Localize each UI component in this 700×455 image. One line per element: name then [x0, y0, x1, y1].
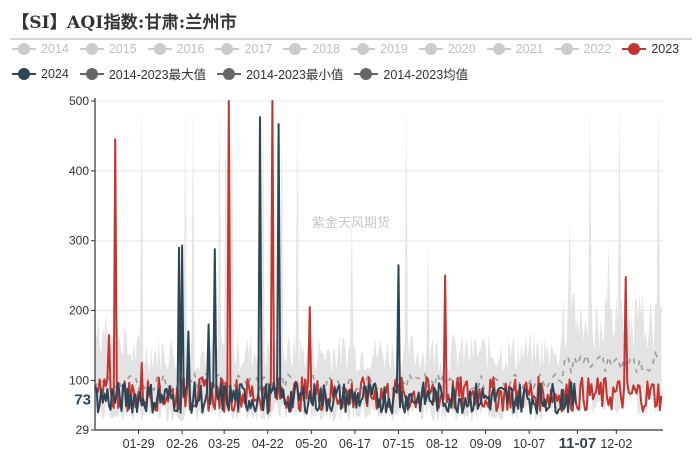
legend-item-2024[interactable]: 2024 [12, 67, 69, 81]
y-tick-label: 400 [69, 164, 89, 178]
legend-item-2017[interactable]: 2017 [215, 42, 272, 56]
y-tick-label: 29 [76, 423, 90, 437]
x-tick-label: 07-15 [382, 437, 414, 451]
legend-label: 2020 [447, 42, 476, 56]
watermark: 紫金天风期货 [312, 215, 390, 230]
legend-marker-icon [12, 43, 36, 55]
x-tick-label: 10-07 [513, 437, 545, 451]
x-tick-label: 06-17 [339, 437, 371, 451]
legend-item-2019[interactable]: 2019 [351, 42, 408, 56]
legend-label: 2014-2023最大值 [108, 68, 207, 82]
legend-marker-icon [217, 67, 242, 80]
legend-item-2022[interactable]: 2022 [554, 42, 612, 56]
legend-label: 2024 [41, 66, 69, 81]
legend-label: 2014-2023最小值 [246, 68, 344, 82]
legend-item-2016[interactable]: 2016 [147, 42, 205, 56]
chart-title: 【SI】AQI指数:甘肃:兰州市 [12, 13, 237, 33]
legend-label: 2015 [108, 42, 137, 56]
x-tick-label: 04-22 [252, 437, 284, 451]
legend-marker-icon [147, 43, 172, 55]
x-tick-label: 08-12 [426, 437, 458, 451]
legend-marker-icon [622, 43, 647, 55]
legend-label: 2014 [41, 42, 69, 56]
legend-label: 2017 [244, 42, 273, 56]
x-tick-label: 12-02 [600, 437, 632, 451]
legend-item-2023[interactable]: 2023 [622, 42, 679, 56]
legend-item-2015[interactable]: 2015 [79, 42, 137, 56]
pointer-value-label: 73 [74, 391, 91, 408]
x-tick-label: 05-20 [295, 437, 327, 451]
legend-marker-icon [554, 43, 579, 55]
legend-row-2: 2024 2014-2023最大值 2014-2023最小值 2014-2023均值 [12, 64, 479, 83]
legend-marker-icon [283, 43, 308, 55]
legend-marker-icon [79, 67, 104, 80]
legend-marker-icon [418, 43, 443, 55]
legend-label: 2019 [380, 42, 408, 56]
legend-item-2014-2023最大值[interactable]: 2014-2023最大值 [79, 64, 207, 83]
legend-label: 2023 [651, 42, 680, 56]
x-tick-label: 09-09 [470, 437, 502, 451]
title-divider [10, 38, 692, 40]
x-tick-label: 03-25 [208, 437, 240, 451]
legend-marker-icon [354, 67, 379, 80]
y-tick-label: 500 [69, 94, 89, 108]
legend-item-2014-2023均值[interactable]: 2014-2023均值 [354, 64, 468, 83]
legend-label: 2022 [583, 42, 612, 56]
legend-label: 2018 [312, 42, 341, 56]
legend-marker-icon [79, 43, 104, 55]
legend-label: 2014-2023均值 [383, 68, 469, 82]
legend-row-1: 2014 2015 2016 2017 2018 2019 2020 2021 2022 2023 [12, 42, 690, 56]
legend-marker-icon [215, 43, 240, 55]
legend-item-2018[interactable]: 2018 [283, 42, 340, 56]
legend-marker-icon [486, 43, 511, 55]
x-tick-label: 01-29 [123, 437, 155, 451]
legend-item-2014[interactable]: 2014 [12, 42, 69, 56]
y-tick-label: 300 [69, 234, 89, 248]
legend-item-2021[interactable]: 2021 [486, 42, 544, 56]
series-2024 [94, 116, 577, 415]
axes: 500 400 300 200 100 29 01-29 02-26 03-25 04-22 05-… [69, 94, 663, 452]
legend-label: 2016 [176, 42, 205, 56]
x-tick-label: 11-07 [559, 435, 597, 452]
legend-item-2020[interactable]: 2020 [418, 42, 476, 56]
legend-marker-icon [351, 43, 376, 55]
y-tick-label: 100 [69, 373, 89, 387]
legend-label: 2021 [515, 42, 544, 56]
x-tick-label: 02-26 [166, 437, 198, 451]
legend-marker-icon [12, 67, 36, 80]
legend-item-2014-2023最小值[interactable]: 2014-2023最小值 [217, 64, 343, 83]
y-tick-label: 200 [69, 304, 89, 318]
